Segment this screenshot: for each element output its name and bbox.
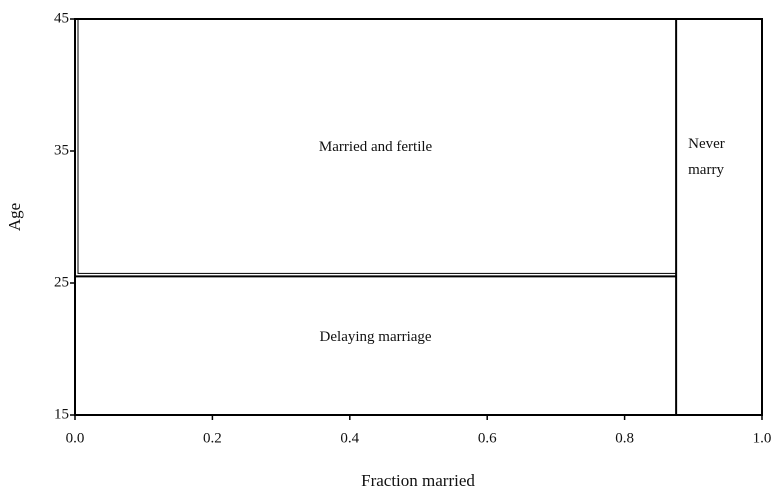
region-label: marry <box>688 162 724 178</box>
region-label: Delaying marriage <box>320 329 432 345</box>
x-tick-label: 0.2 <box>203 430 222 446</box>
y-tick-label: 25 <box>54 274 69 290</box>
region-label: Married and fertile <box>319 139 433 155</box>
y-axis-label: Age <box>5 203 24 231</box>
x-tick-label: 0.6 <box>478 430 497 446</box>
x-tick-label: 1.0 <box>753 430 772 446</box>
x-tick-label: 0.8 <box>615 430 634 446</box>
y-tick-label: 15 <box>54 406 69 422</box>
x-tick-label: 0.0 <box>66 430 85 446</box>
x-tick-label: 0.4 <box>340 430 359 446</box>
y-tick-label: 45 <box>54 10 69 26</box>
y-tick-label: 35 <box>54 142 69 158</box>
plot-frame <box>74 18 763 416</box>
region-label: Never <box>688 136 725 152</box>
x-axis-label: Fraction married <box>361 471 475 490</box>
